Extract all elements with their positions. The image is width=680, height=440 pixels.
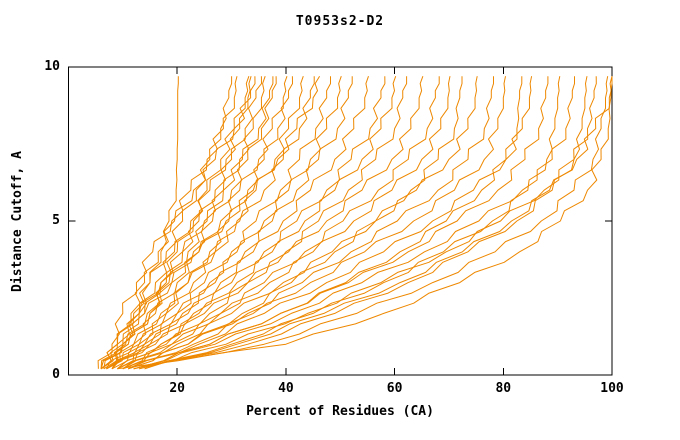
x-axis-label: Percent of Residues (CA) — [246, 404, 434, 419]
model-curve — [122, 76, 478, 370]
model-curve — [133, 76, 575, 370]
model-curve — [111, 76, 369, 370]
y-tick-label: 10 — [44, 59, 60, 74]
plot-frame — [68, 66, 613, 376]
model-curve — [106, 76, 288, 370]
model-curve — [122, 76, 451, 370]
model-curve — [128, 76, 494, 370]
y-tick-label: 5 — [52, 213, 60, 228]
model-curve — [106, 76, 274, 370]
x-tick-label: 80 — [495, 381, 512, 396]
model-curve — [97, 76, 238, 369]
model-curve — [117, 76, 613, 370]
model-curve — [117, 76, 397, 370]
model-curve — [103, 76, 252, 369]
model-curve — [133, 76, 609, 370]
x-tick-label: 100 — [600, 381, 624, 396]
x-tick-label: 20 — [169, 381, 186, 396]
model-curve — [100, 76, 266, 369]
model-curve — [111, 76, 304, 370]
model-curve — [144, 76, 561, 370]
model-curve — [117, 76, 424, 370]
x-tick-label: 60 — [386, 381, 403, 396]
model-curve — [111, 76, 342, 370]
model-curve — [100, 76, 233, 370]
y-tick-label: 0 — [52, 367, 60, 382]
model-curve — [133, 76, 523, 370]
model-curve — [128, 76, 533, 370]
model-curve — [117, 76, 353, 370]
model-curve — [100, 76, 179, 370]
model-curve — [128, 76, 506, 370]
x-tick-label: 40 — [278, 381, 294, 396]
model-curve — [100, 75, 321, 369]
model-curve — [103, 76, 277, 370]
chart-title: T0953s2-D2 — [295, 14, 385, 29]
model-curve — [133, 76, 549, 370]
model-curve — [139, 76, 597, 370]
model-curve — [139, 76, 588, 370]
model-curve — [100, 76, 256, 370]
model-curve — [106, 76, 315, 370]
model-curve — [144, 76, 613, 370]
